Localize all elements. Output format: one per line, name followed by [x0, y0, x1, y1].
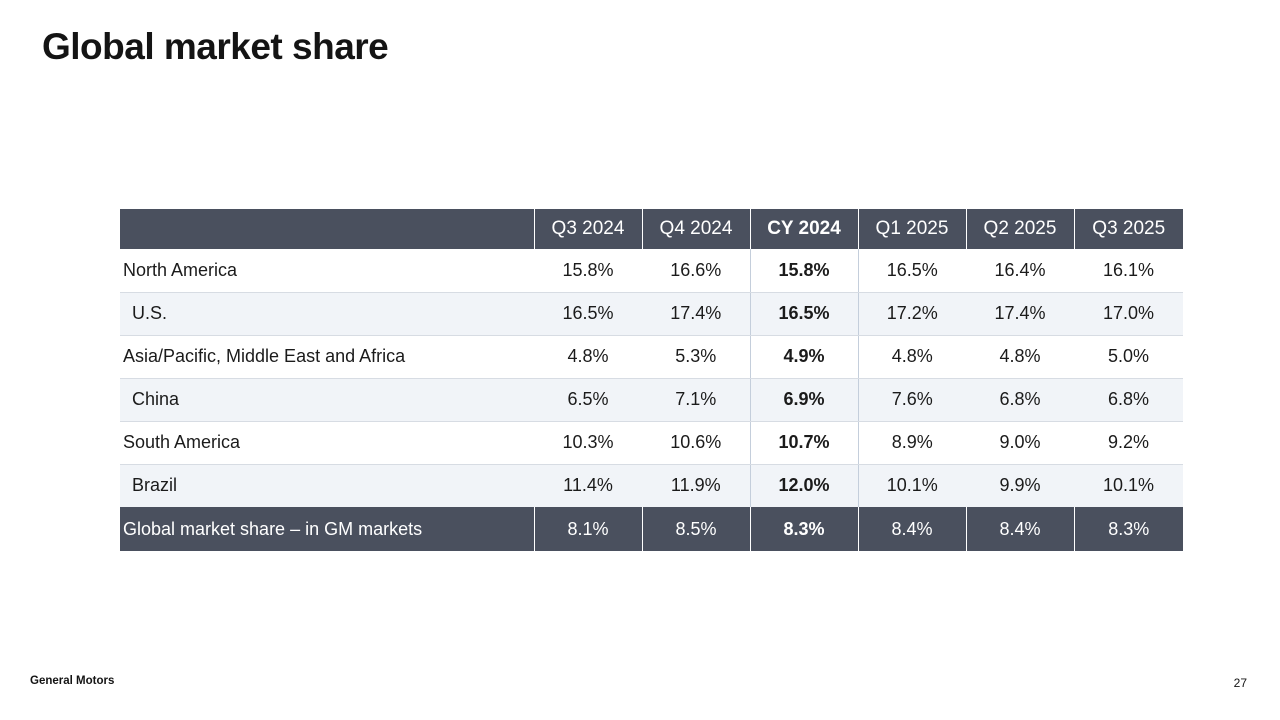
table-row: South America 10.3% 10.6% 10.7% 8.9% 9.0% 9.2% — [120, 421, 1183, 465]
cell-value: 16.1% — [1074, 249, 1183, 293]
cell-value: 16.5% — [858, 249, 966, 293]
row-label: North America — [120, 249, 534, 293]
cell-value: 4.8% — [858, 335, 966, 379]
column-header: Q2 2025 — [965, 209, 1074, 249]
cell-value: 6.9% — [749, 378, 859, 422]
column-header: Q3 2025 — [1073, 209, 1183, 249]
cell-value: 9.9% — [966, 464, 1074, 507]
cell-value: 10.3% — [534, 421, 642, 465]
footer-company-name: General Motors — [30, 675, 115, 687]
cell-value: 9.0% — [966, 421, 1074, 465]
cell-value: 15.8% — [534, 249, 642, 293]
footer-page-number: 27 — [1233, 676, 1247, 690]
cell-value: 7.1% — [642, 378, 750, 422]
total-cell-value: 8.3% — [749, 507, 858, 551]
cell-value: 9.2% — [1074, 421, 1183, 465]
table-row: North America 15.8% 16.6% 15.8% 16.5% 16.4% 16… — [120, 249, 1183, 293]
table-row: Brazil 11.4% 11.9% 12.0% 10.1% 9.9% 10.1% — [120, 464, 1183, 507]
cell-value: 17.4% — [642, 292, 750, 336]
cell-value: 16.5% — [749, 292, 859, 336]
cell-value: 10.1% — [1074, 464, 1183, 507]
cell-value: 16.6% — [642, 249, 750, 293]
cell-value: 5.3% — [642, 335, 750, 379]
total-cell-value: 8.1% — [533, 507, 642, 551]
cell-value: 15.8% — [749, 249, 859, 293]
cell-value: 4.8% — [534, 335, 642, 379]
cell-value: 10.1% — [858, 464, 966, 507]
cell-value: 6.5% — [534, 378, 642, 422]
row-label: Asia/Pacific, Middle East and Africa — [120, 335, 534, 379]
column-header: Q4 2024 — [641, 209, 750, 249]
cell-value: 10.6% — [642, 421, 750, 465]
cell-value: 5.0% — [1074, 335, 1183, 379]
row-label: China — [120, 378, 534, 422]
cell-value: 6.8% — [1074, 378, 1183, 422]
page-title: Global market share — [42, 26, 389, 67]
column-header: CY 2024 — [749, 209, 858, 249]
cell-value: 16.4% — [966, 249, 1074, 293]
total-row-label: Global market share – in GM markets — [120, 507, 534, 551]
cell-value: 17.2% — [858, 292, 966, 336]
cell-value: 16.5% — [534, 292, 642, 336]
market-share-table-container: Q3 2024 Q4 2024 CY 2024 Q1 2025 Q2 2025 Q3 20… — [120, 209, 1183, 551]
column-header: Q3 2024 — [533, 209, 642, 249]
cell-value: 17.4% — [966, 292, 1074, 336]
cell-value: 11.4% — [534, 464, 642, 507]
market-share-table: Q3 2024 Q4 2024 CY 2024 Q1 2025 Q2 2025 Q3 20… — [120, 209, 1183, 551]
cell-value: 11.9% — [642, 464, 750, 507]
table-total-row: Global market share – in GM markets 8.1% 8… — [120, 507, 1183, 551]
cell-value: 10.7% — [749, 421, 859, 465]
row-label: U.S. — [120, 292, 534, 336]
row-label: Brazil — [120, 464, 534, 507]
table-row: China 6.5% 7.1% 6.9% 7.6% 6.8% 6.8% — [120, 378, 1183, 422]
table-body: North America 15.8% 16.6% 15.8% 16.5% 16.4% 16… — [120, 249, 1183, 507]
row-label-column-header — [120, 209, 534, 249]
cell-value: 8.9% — [858, 421, 966, 465]
cell-value: 4.9% — [749, 335, 859, 379]
total-cell-value: 8.5% — [641, 507, 750, 551]
cell-value: 12.0% — [749, 464, 859, 507]
cell-value: 7.6% — [858, 378, 966, 422]
table-header-row: Q3 2024 Q4 2024 CY 2024 Q1 2025 Q2 2025 Q3 20… — [120, 209, 1183, 249]
cell-value: 17.0% — [1074, 292, 1183, 336]
cell-value: 6.8% — [966, 378, 1074, 422]
total-cell-value: 8.4% — [965, 507, 1074, 551]
cell-value: 4.8% — [966, 335, 1074, 379]
table-row: U.S. 16.5% 17.4% 16.5% 17.2% 17.4% 17.0% — [120, 292, 1183, 336]
table-row: Asia/Pacific, Middle East and Africa 4.8%… — [120, 335, 1183, 379]
row-label: South America — [120, 421, 534, 465]
total-cell-value: 8.3% — [1073, 507, 1183, 551]
total-cell-value: 8.4% — [857, 507, 966, 551]
column-header: Q1 2025 — [857, 209, 966, 249]
